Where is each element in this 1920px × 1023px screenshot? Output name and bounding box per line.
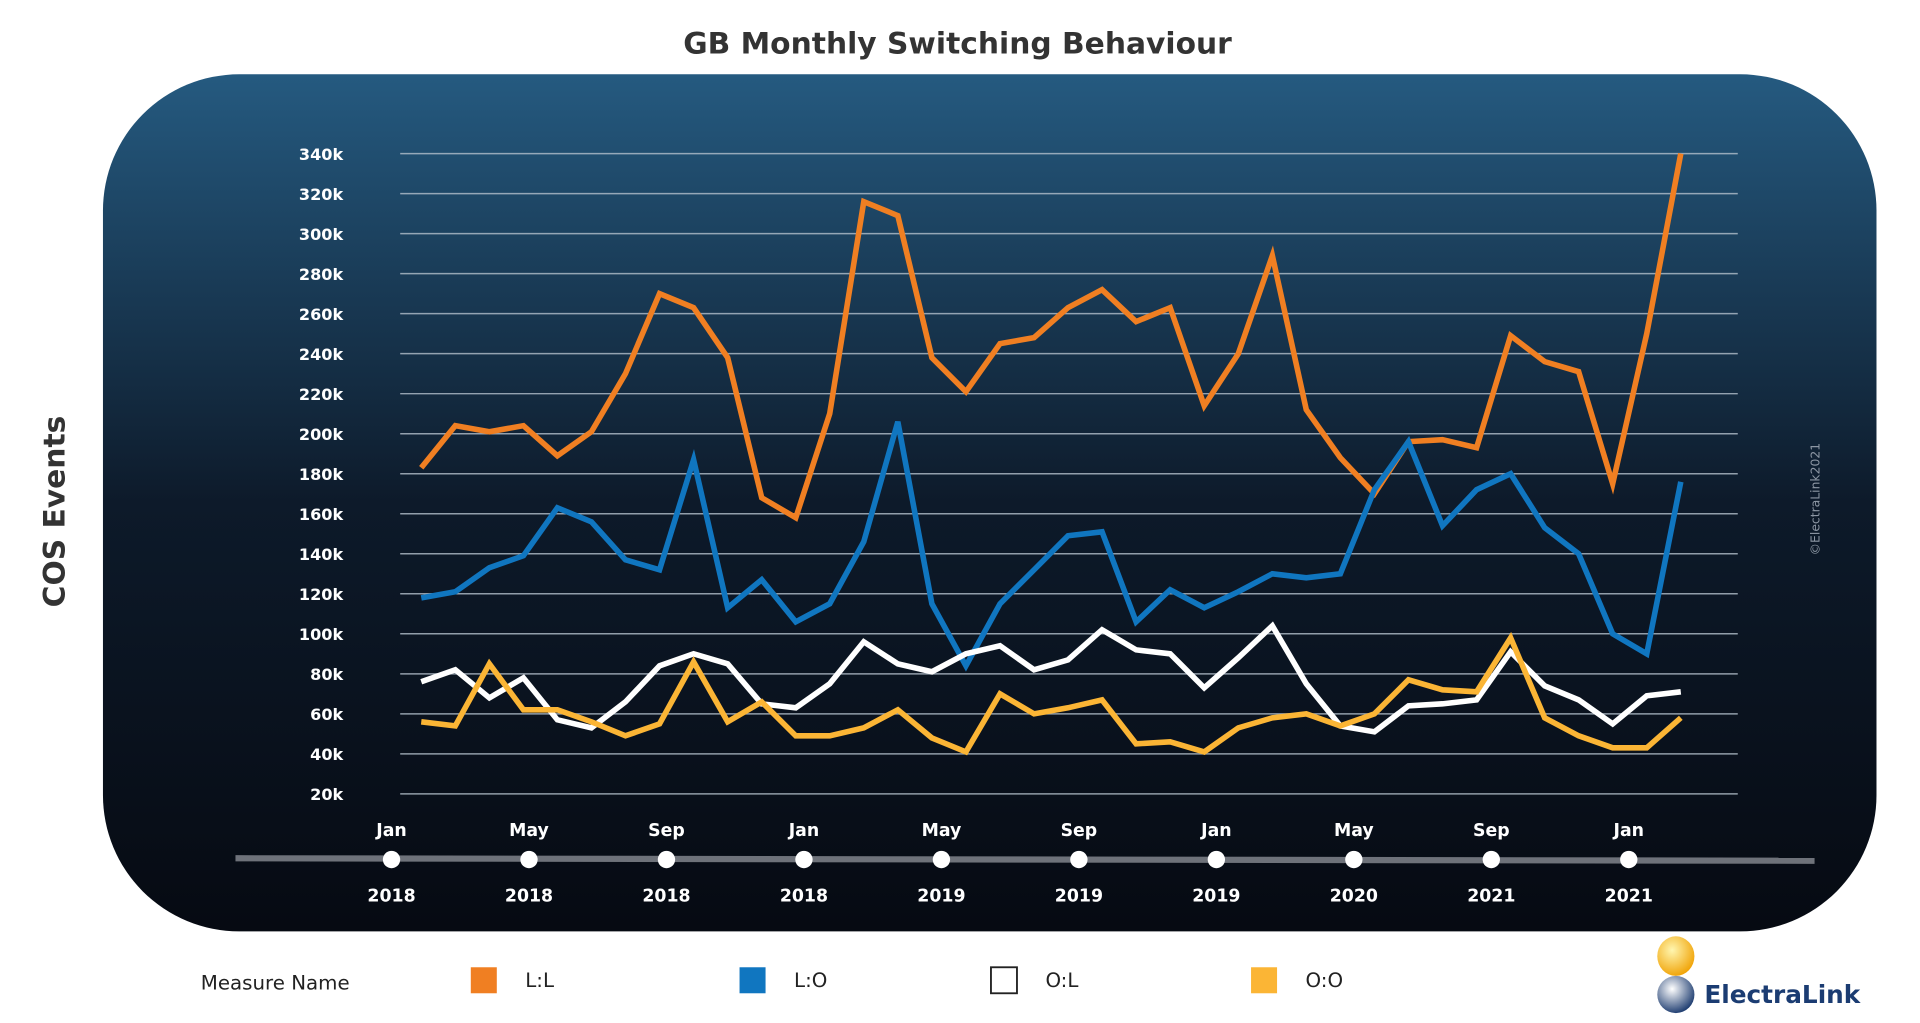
y-axis-label: COS Events xyxy=(38,416,73,608)
y-tick-label: 120k xyxy=(299,585,345,604)
x-tick-month: Sep xyxy=(648,821,685,841)
x-tick-year: 2021 xyxy=(1467,887,1515,907)
legend-swatch xyxy=(470,967,497,994)
y-tick-label: 260k xyxy=(299,305,345,324)
series-line-l-l[interactable] xyxy=(419,153,1684,522)
series-line-l-o[interactable] xyxy=(420,420,1684,672)
y-tick-label: 300k xyxy=(299,225,345,244)
timeline-dot[interactable] xyxy=(382,850,401,869)
gridlines xyxy=(400,152,1738,795)
y-axis-ticks: 20k 40k 60k 80k 100k 120k 140k 160k 180k 200k 220k… xyxy=(299,145,345,804)
legend-swatch xyxy=(1251,967,1278,994)
y-tick-label: 180k xyxy=(299,465,345,484)
y-tick-label: 160k xyxy=(299,505,345,524)
legend-swatch xyxy=(739,967,766,994)
x-tick-month: Jan xyxy=(1200,821,1231,841)
electralink-logo: ElectraLink xyxy=(1657,936,1861,1014)
timeline-dot[interactable] xyxy=(520,850,538,869)
y-tick-label: 220k xyxy=(299,385,345,404)
x-tick-month: Jan xyxy=(1613,821,1644,841)
y-tick-label: 200k xyxy=(299,425,345,444)
x-tick-year: 2018 xyxy=(505,887,553,907)
y-tick-label: 100k xyxy=(299,625,345,644)
x-tick-year: 2019 xyxy=(1192,887,1240,907)
y-tick-label: 40k xyxy=(310,745,344,764)
x-tick-month: Jan xyxy=(788,821,819,841)
y-tick-label: 60k xyxy=(310,705,344,724)
series-lines xyxy=(419,153,1684,756)
y-tick-label: 140k xyxy=(299,545,345,564)
x-tick-year: 2018 xyxy=(367,887,415,907)
timeline-dot[interactable] xyxy=(1070,850,1088,869)
timeline-dot[interactable] xyxy=(932,850,951,869)
timeline-dot[interactable] xyxy=(657,850,676,869)
timeline-dot[interactable] xyxy=(795,850,813,869)
x-axis-ticks: Jan 2018 May 2018 Sep 2018 Jan 2018 May 2019 Sep 20… xyxy=(367,821,1652,907)
x-tick-month: Jan xyxy=(375,821,406,841)
legend-swatch xyxy=(990,966,1018,995)
x-tick-month: May xyxy=(509,821,549,841)
y-tick-label: 340k xyxy=(299,145,345,164)
bulb-icon xyxy=(1657,936,1695,976)
watermark: ©ElectraLink2021 xyxy=(1809,443,1823,555)
logo-text: ElectraLink xyxy=(1704,980,1860,1009)
y-tick-label: 320k xyxy=(299,185,345,204)
legend-label: L:L xyxy=(525,969,554,992)
x-tick-year: 2021 xyxy=(1605,887,1653,907)
legend-label: L:O xyxy=(794,969,827,992)
x-tick-year: 2018 xyxy=(780,887,828,907)
legend-label: O:L xyxy=(1045,969,1078,992)
y-tick-label: 20k xyxy=(310,785,344,804)
timeline-dot[interactable] xyxy=(1207,850,1226,869)
x-tick-month: Sep xyxy=(1473,821,1510,841)
y-tick-label: 80k xyxy=(310,665,344,684)
x-tick-month: May xyxy=(1334,821,1374,841)
x-tick-month: Sep xyxy=(1061,821,1098,841)
x-tick-year: 2020 xyxy=(1330,887,1378,907)
x-tick-month: May xyxy=(922,821,962,841)
timeline-dot[interactable] xyxy=(1620,850,1638,869)
y-tick-label: 280k xyxy=(299,265,345,284)
y-tick-label: 240k xyxy=(299,345,345,364)
legend-label: O:O xyxy=(1306,969,1344,992)
timeline-dot[interactable] xyxy=(1345,850,1363,869)
series-line-o-l[interactable] xyxy=(420,621,1682,735)
legend-title: Measure Name xyxy=(201,972,350,995)
x-tick-year: 2018 xyxy=(642,887,690,907)
x-tick-year: 2019 xyxy=(917,887,965,907)
globe-icon xyxy=(1657,975,1695,1014)
timeline-dot[interactable] xyxy=(1482,850,1500,869)
plot-panel xyxy=(102,74,1877,932)
series-line-o-o[interactable] xyxy=(420,631,1683,756)
x-tick-year: 2019 xyxy=(1055,887,1103,907)
legend: Measure Name L:L L:O O:L O:O xyxy=(201,966,1344,995)
chart-title: GB Monthly Switching Behaviour xyxy=(683,26,1232,61)
timeline-bar xyxy=(235,855,1815,864)
